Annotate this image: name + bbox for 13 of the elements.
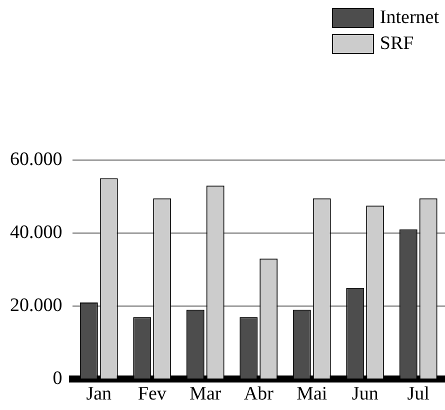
legend-label: Internet [380, 7, 439, 28]
y-tick-label: 60.000 [10, 148, 62, 170]
x-tick-label: Jan [86, 384, 112, 405]
y-tick-label: 20.000 [10, 295, 62, 316]
x-tick-label: Jun [352, 384, 379, 405]
y-tick-label: 40.000 [10, 222, 62, 244]
x-tick-label: Fev [138, 384, 167, 405]
x-tick-label: Abr [244, 384, 274, 405]
legend-label: SRF [380, 33, 414, 54]
x-tick-label: Mai [296, 384, 328, 405]
x-tick-label: Mar [190, 384, 222, 405]
y-tick-label: 0 [52, 368, 62, 390]
x-tick-label: Jul [407, 384, 430, 405]
